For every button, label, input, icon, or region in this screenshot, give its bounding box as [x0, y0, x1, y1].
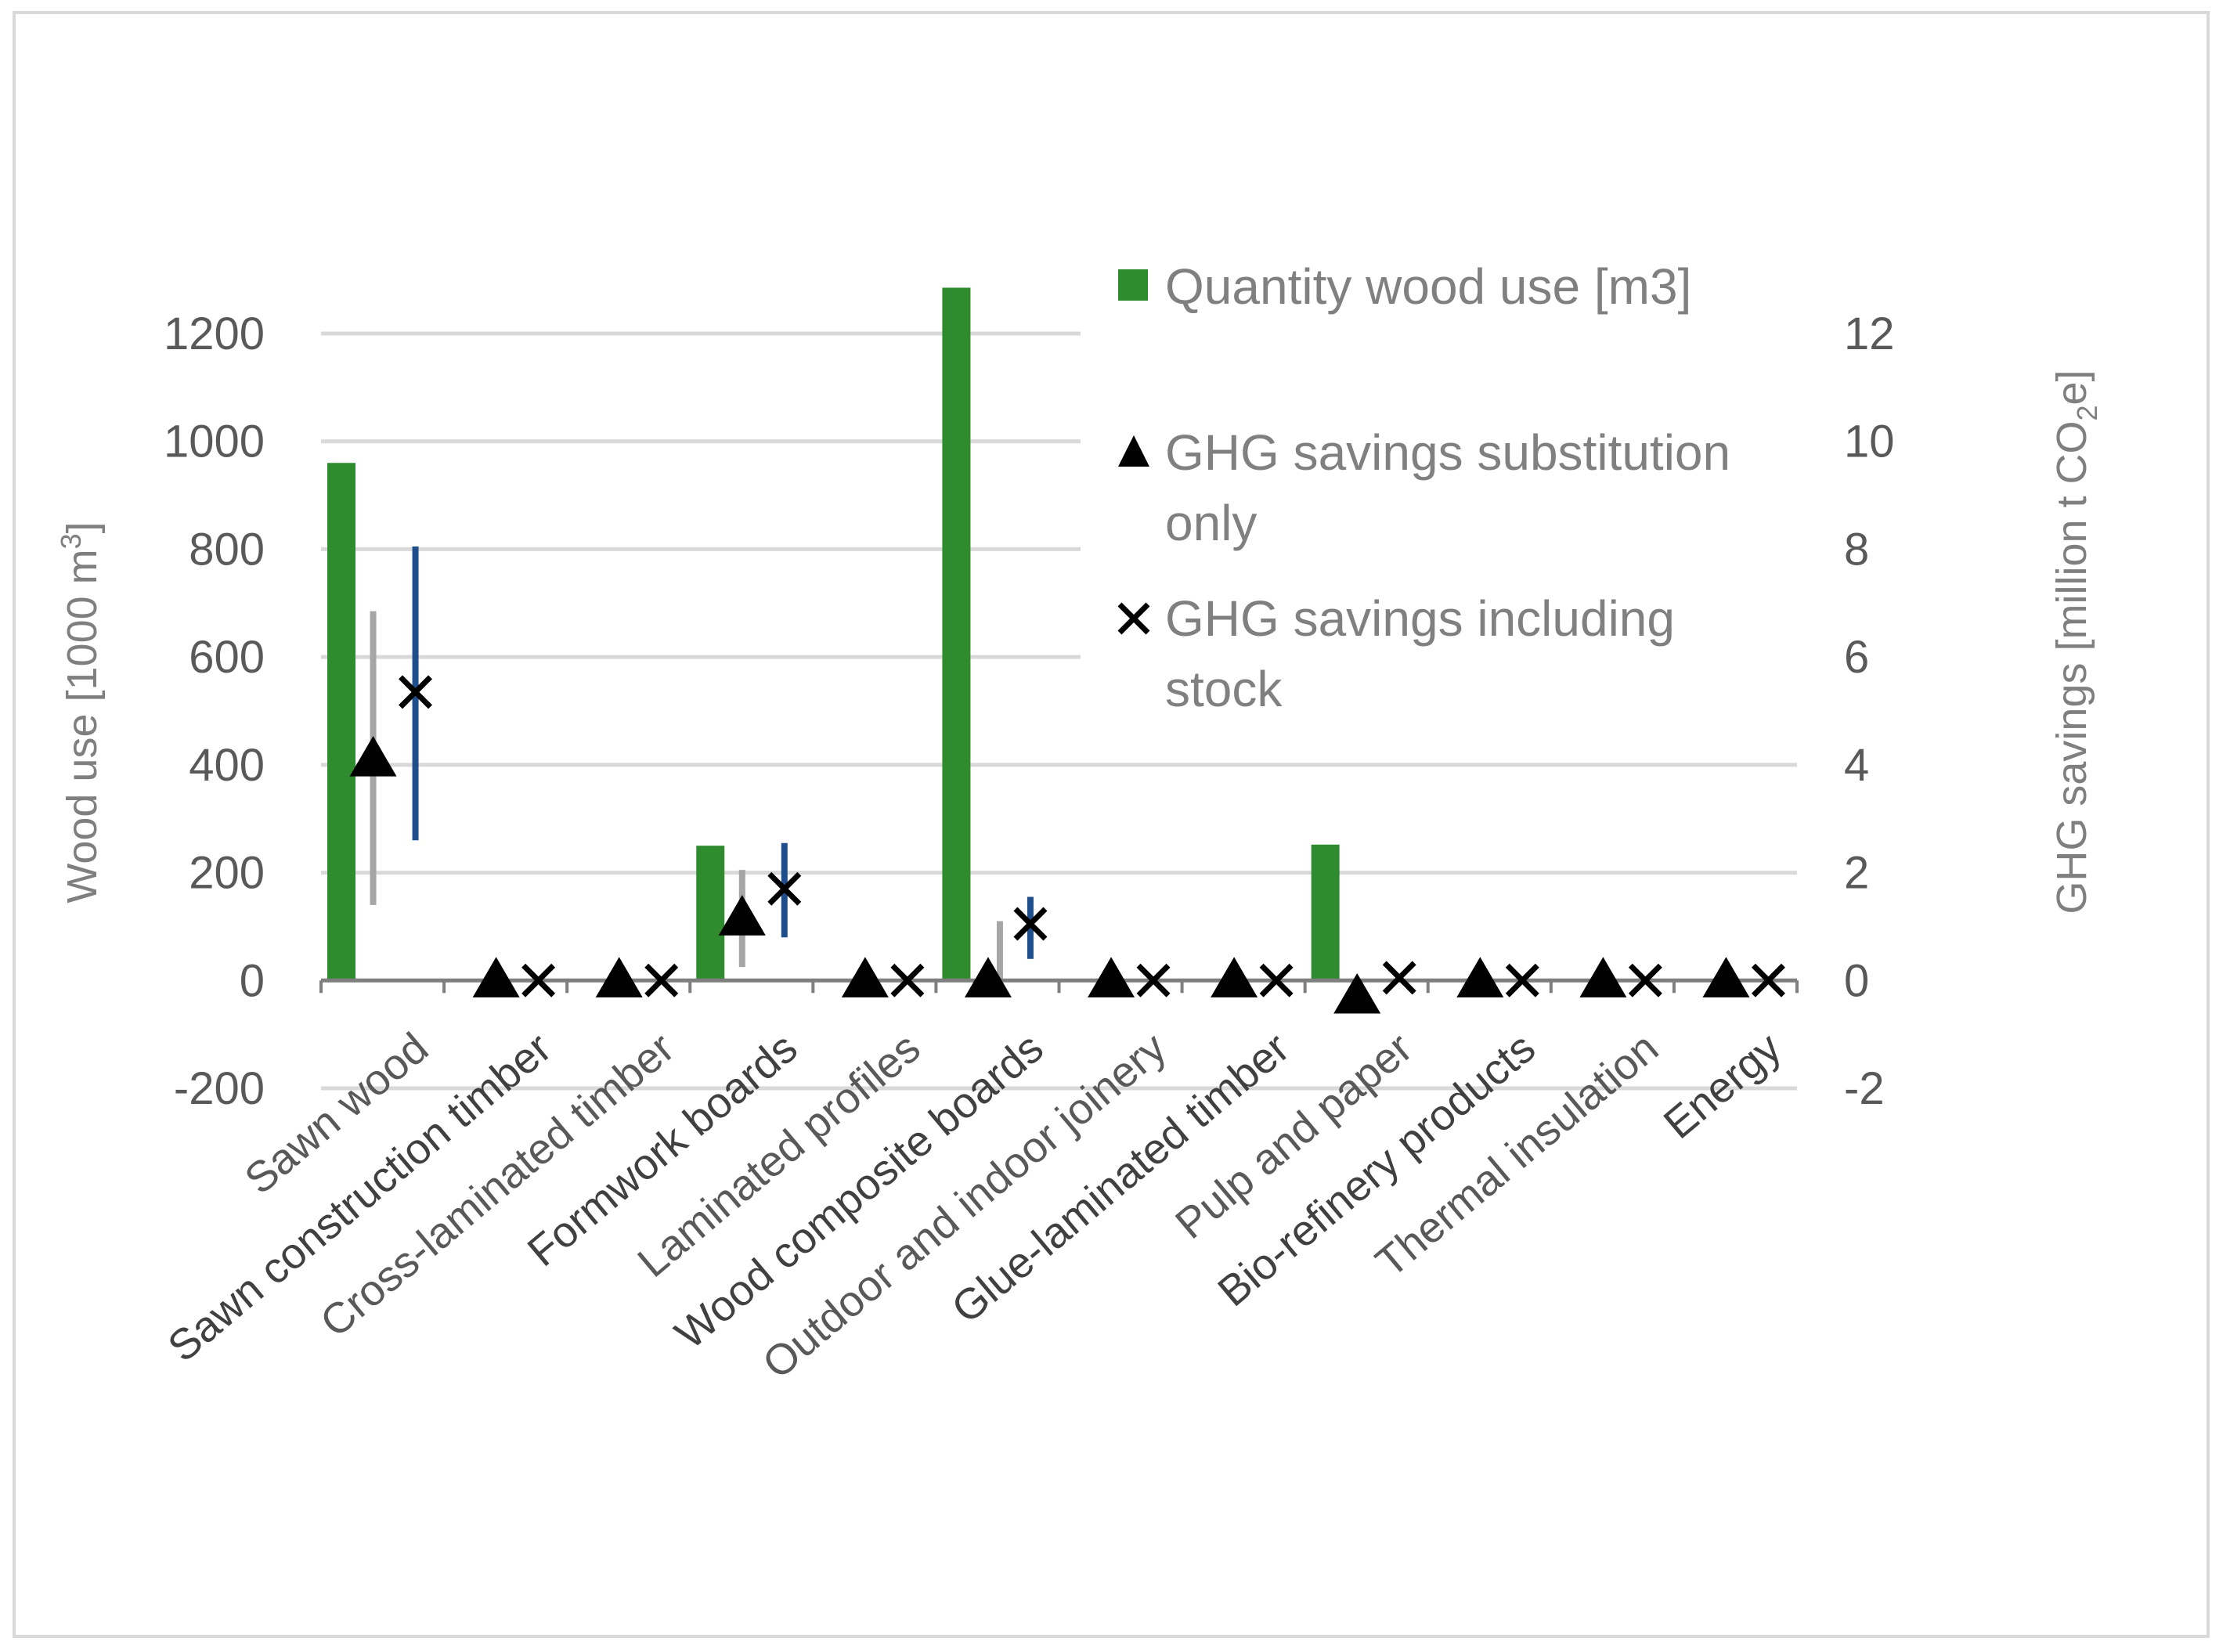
- triangle-marker: [1456, 957, 1504, 997]
- right-axis-title: GHG savings [million t CO2e]: [2048, 370, 2103, 914]
- right-tick-label: 0: [1844, 955, 1869, 1006]
- bar-0: [327, 463, 355, 981]
- bar-8: [1311, 844, 1340, 981]
- triangle-marker: [1088, 957, 1135, 997]
- left-axis-title: Wood use [1000 m3]: [55, 521, 106, 903]
- triangle-marker: [964, 957, 1012, 997]
- x-axis: [319, 978, 1799, 994]
- triangle-marker: [841, 957, 889, 997]
- legend-x-icon: [1117, 602, 1150, 635]
- x-marker: [644, 963, 679, 997]
- triangle-marker: [718, 895, 766, 936]
- bar-5: [942, 287, 971, 981]
- x-marker: [890, 963, 925, 997]
- triangle-marker: [1333, 972, 1381, 1014]
- x-marker-stroke: [1136, 963, 1171, 997]
- x-marker-stroke: [1382, 961, 1416, 995]
- x-marker: [1751, 963, 1785, 997]
- category-label: Energy: [1654, 1023, 1791, 1148]
- legend-label-stock-line2: stock: [1165, 661, 1283, 717]
- x-marker: [1259, 963, 1294, 997]
- x-marker: [1136, 963, 1171, 997]
- right-tick-label: -2: [1844, 1063, 1885, 1114]
- x-marker: [1382, 961, 1416, 995]
- left-tick-label: 200: [189, 848, 265, 899]
- x-marker-stroke: [1013, 907, 1048, 941]
- legend: Quantity wood use [m3] GHG savings subst…: [1081, 249, 1801, 717]
- x-marker-stroke: [399, 675, 433, 709]
- x-marker-stroke: [1505, 963, 1539, 997]
- triangle-marker: [1579, 957, 1627, 997]
- x-marker-stroke: [644, 963, 679, 997]
- left-tick-label: 1000: [164, 417, 265, 467]
- x-marker-stroke: [1259, 963, 1294, 997]
- x-marker-stroke: [767, 871, 802, 906]
- right-tick-label: 2: [1844, 848, 1869, 899]
- left-tick-label: 800: [189, 524, 265, 575]
- legend-label-stock: GHG savings including: [1165, 590, 1675, 647]
- legend-swatch-bar: [1118, 269, 1148, 301]
- legend-background: [1081, 249, 1801, 711]
- triangle-marker: [349, 735, 397, 777]
- x-marker-stroke: [890, 963, 925, 997]
- triangle-marker: [472, 957, 520, 997]
- x-marker: [399, 675, 433, 709]
- triangle-marker: [1702, 957, 1750, 997]
- left-tick-label: 400: [189, 740, 265, 791]
- triangle-marker: [1211, 957, 1258, 997]
- bar-3: [696, 846, 725, 981]
- legend-label-substitution: GHG savings substitution: [1165, 424, 1730, 481]
- legend-triangle-icon: [1118, 435, 1149, 467]
- x-marker: [1628, 963, 1662, 997]
- right-tick-label: 8: [1844, 524, 1869, 575]
- x-marker: [521, 963, 556, 997]
- legend-label-wood-use: Quantity wood use [m3]: [1165, 258, 1691, 315]
- x-marker: [767, 871, 802, 906]
- tick-labels: -200 0 200 400 600 800 1000 1200 -2 0 2 4 6 8 10 12: [164, 308, 1895, 1114]
- right-tick-label: 12: [1844, 308, 1895, 359]
- triangle-marker: [595, 957, 643, 997]
- x-marker: [1505, 963, 1539, 997]
- left-tick-label: 0: [240, 955, 265, 1006]
- markers: [349, 675, 1785, 1014]
- left-tick-label: -200: [174, 1063, 265, 1114]
- right-tick-label: 10: [1844, 417, 1895, 467]
- left-tick-label: 1200: [164, 308, 265, 359]
- x-marker-stroke: [1628, 963, 1662, 997]
- left-tick-label: 600: [189, 632, 265, 683]
- x-marker-stroke: [521, 963, 556, 997]
- right-tick-label: 4: [1844, 740, 1869, 791]
- legend-label-substitution-line2: only: [1165, 495, 1257, 551]
- right-tick-label: 6: [1844, 632, 1869, 683]
- x-marker: [1013, 907, 1048, 941]
- bars: [327, 287, 1340, 981]
- x-marker-stroke: [1751, 963, 1785, 997]
